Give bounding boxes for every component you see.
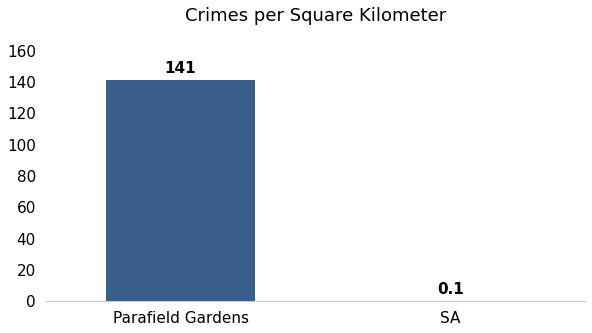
Title: Crimes per Square Kilometer: Crimes per Square Kilometer <box>185 7 446 25</box>
Text: 141: 141 <box>165 61 197 76</box>
Bar <box>107 80 255 301</box>
Text: 0.1: 0.1 <box>437 282 464 297</box>
